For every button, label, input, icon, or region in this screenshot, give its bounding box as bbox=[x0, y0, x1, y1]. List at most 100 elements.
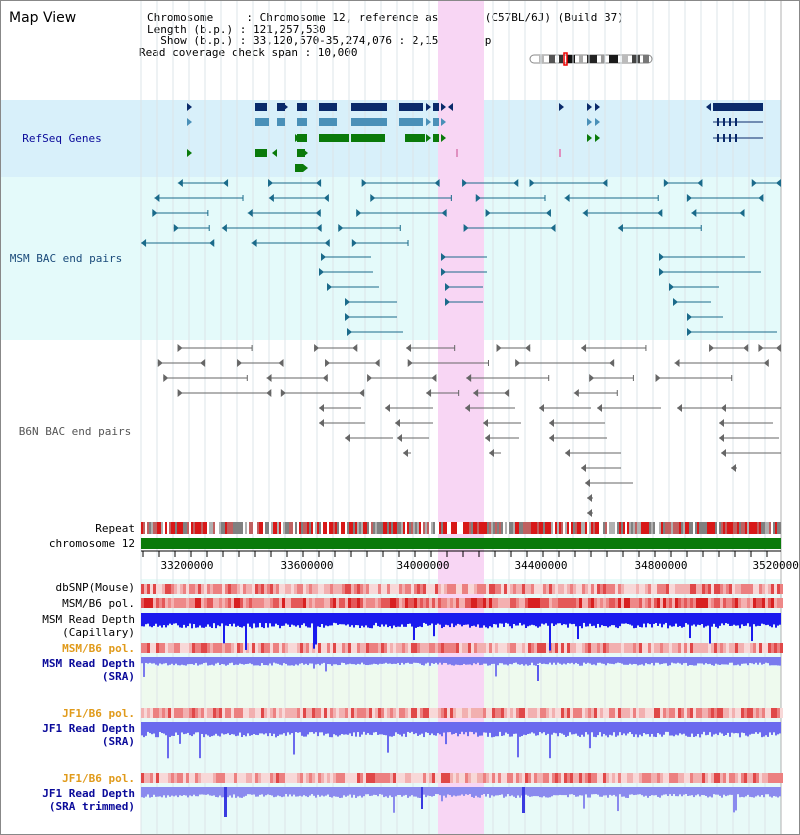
polymorphism-cell bbox=[255, 643, 258, 653]
repeat-segment bbox=[683, 522, 685, 534]
gene-strand-arrow bbox=[595, 118, 600, 126]
polymorphism-cell bbox=[456, 643, 459, 653]
read-depth-bar bbox=[585, 613, 587, 627]
read-depth-bar bbox=[479, 657, 481, 666]
polymorphism-cell bbox=[183, 584, 186, 594]
repeat-segment bbox=[529, 522, 531, 534]
read-depth-bar bbox=[345, 722, 347, 735]
polymorphism-cell bbox=[420, 584, 423, 594]
read-depth-bar bbox=[353, 787, 355, 795]
polymorphism-cell bbox=[510, 598, 513, 608]
read-depth-bar bbox=[439, 613, 441, 625]
read-depth-bar bbox=[459, 613, 461, 625]
polymorphism-cell bbox=[186, 598, 189, 608]
read-depth-bar bbox=[209, 787, 211, 796]
read-depth-bar bbox=[555, 722, 557, 734]
read-depth-bar bbox=[749, 657, 751, 664]
read-depth-bar bbox=[355, 787, 357, 798]
polymorphism-cell bbox=[525, 773, 528, 783]
read-depth-bar bbox=[543, 613, 545, 625]
b6n-bac-end bbox=[319, 404, 324, 412]
polymorphism-cell bbox=[705, 643, 708, 653]
read-depth-bar bbox=[511, 787, 513, 796]
polymorphism-cell bbox=[777, 773, 780, 783]
read-depth-bar bbox=[335, 722, 337, 736]
read-depth-bar bbox=[655, 657, 657, 663]
read-depth-bar bbox=[211, 657, 213, 665]
read-depth-bar bbox=[149, 722, 151, 734]
read-depth-bar bbox=[149, 787, 151, 798]
polymorphism-cell bbox=[693, 643, 696, 653]
polymorphism-cell bbox=[705, 584, 708, 594]
polymorphism-cell bbox=[603, 598, 606, 608]
read-depth-bar bbox=[583, 722, 585, 737]
read-depth-bar bbox=[269, 613, 271, 624]
read-depth-bar bbox=[247, 722, 249, 734]
polymorphism-cell bbox=[486, 598, 489, 608]
polymorphism-cell bbox=[444, 598, 447, 608]
repeat-segment bbox=[647, 522, 649, 534]
polymorphism-cell bbox=[306, 584, 309, 594]
polymorphism-cell bbox=[192, 708, 195, 718]
b6n-bac-end bbox=[581, 344, 587, 352]
read-depth-bar bbox=[545, 722, 547, 736]
read-depth-bar bbox=[569, 787, 571, 795]
polymorphism-cell bbox=[531, 708, 534, 718]
gene-strand-arrow bbox=[187, 118, 192, 126]
read-depth-bar bbox=[251, 613, 253, 629]
read-depth-bar bbox=[441, 657, 443, 665]
read-depth-bar bbox=[349, 613, 351, 627]
b6n-bac-end bbox=[266, 389, 272, 397]
read-depth-bar bbox=[331, 722, 333, 738]
read-depth-bar bbox=[495, 613, 497, 625]
polymorphism-cell bbox=[723, 584, 726, 594]
read-depth-bar bbox=[765, 657, 767, 663]
repeat-segment bbox=[493, 522, 495, 534]
read-depth-bar bbox=[365, 787, 367, 795]
read-depth-bar bbox=[157, 613, 159, 627]
repeat-segment bbox=[397, 522, 399, 534]
b6n-bac-end bbox=[407, 359, 413, 367]
read-depth-bar bbox=[607, 722, 609, 738]
polymorphism-cell bbox=[144, 598, 147, 608]
gene-strand-arrow bbox=[448, 103, 453, 111]
read-depth-bar bbox=[387, 657, 389, 664]
polymorphism-cell bbox=[207, 598, 210, 608]
repeat-segment bbox=[465, 522, 467, 534]
polymorphism-cell bbox=[435, 643, 438, 653]
read-depth-bar bbox=[715, 722, 717, 734]
repeat-segment bbox=[649, 522, 651, 534]
read-depth-bar bbox=[291, 657, 293, 666]
read-depth-bar bbox=[227, 657, 229, 665]
polymorphism-cell bbox=[633, 584, 636, 594]
read-depth-bar bbox=[255, 657, 257, 666]
polymorphism-cell bbox=[714, 773, 717, 783]
read-depth-bar bbox=[733, 613, 735, 625]
read-depth-bar bbox=[383, 613, 385, 627]
polymorphism-cell bbox=[165, 598, 168, 608]
read-depth-bar bbox=[503, 613, 505, 627]
gene-strand-arrow bbox=[300, 118, 305, 126]
read-depth-bar bbox=[699, 613, 701, 626]
repeat-segment bbox=[211, 522, 213, 534]
polymorphism-cell bbox=[720, 708, 723, 718]
polymorphism-cell bbox=[540, 773, 543, 783]
polymorphism-cell bbox=[330, 643, 333, 653]
read-depth-bar bbox=[209, 657, 211, 666]
msm-bac-end bbox=[356, 209, 362, 217]
read-depth-bar bbox=[235, 613, 237, 627]
polymorphism-cell bbox=[687, 598, 690, 608]
read-depth-bar bbox=[699, 722, 701, 738]
read-depth-bar bbox=[147, 787, 149, 795]
repeat-segment bbox=[457, 522, 459, 534]
polymorphism-cell bbox=[642, 708, 645, 718]
polymorphism-cell bbox=[696, 598, 699, 608]
read-depth-bar bbox=[487, 657, 489, 666]
read-depth-bar bbox=[155, 613, 157, 624]
polymorphism-cell bbox=[513, 773, 516, 783]
read-depth-bar bbox=[405, 787, 407, 795]
track-label-msm-b6-pol: MSM/B6 pol. bbox=[62, 597, 135, 610]
read-depth-bar bbox=[227, 787, 229, 798]
polymorphism-cell bbox=[204, 708, 207, 718]
